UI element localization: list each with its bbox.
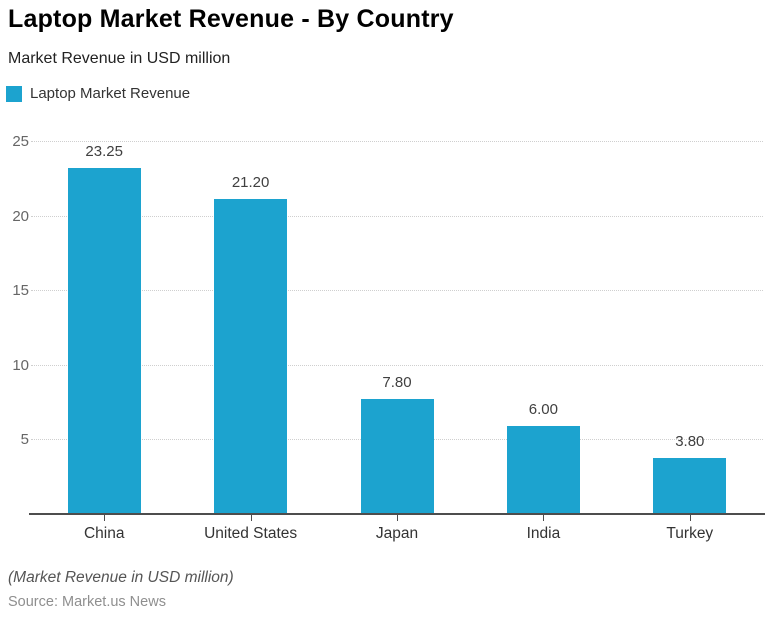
x-axis-tick bbox=[104, 515, 106, 521]
bar-turkey bbox=[653, 458, 727, 515]
x-axis-category-label: United States bbox=[204, 525, 298, 542]
bar-india bbox=[506, 425, 580, 515]
y-axis-tick-label: 5 bbox=[20, 431, 29, 449]
y-axis-tick-label: 25 bbox=[12, 133, 29, 150]
bar-japan bbox=[360, 398, 434, 515]
y-axis-tick-label: 15 bbox=[12, 282, 29, 300]
footer-source: Source: Market.us News bbox=[8, 594, 166, 610]
y-axis-tick-label: 10 bbox=[12, 356, 29, 374]
y-axis-tick-label: 20 bbox=[12, 207, 29, 225]
x-axis-tick bbox=[689, 515, 691, 521]
chart-title: Laptop Market Revenue - By Country bbox=[8, 5, 454, 33]
legend: Laptop Market Revenue bbox=[6, 85, 190, 102]
x-axis-category-label: China bbox=[83, 525, 125, 542]
gridline bbox=[31, 141, 763, 142]
gridline bbox=[31, 290, 763, 292]
bar-value-label: 21.20 bbox=[231, 173, 270, 191]
bar-value-label: 6.00 bbox=[528, 400, 558, 418]
gridline bbox=[31, 215, 763, 217]
legend-swatch-icon bbox=[6, 85, 22, 102]
bar-value-label: 23.25 bbox=[85, 143, 123, 161]
legend-label: Laptop Market Revenue bbox=[30, 85, 191, 102]
x-axis-tick bbox=[397, 515, 398, 521]
chart-subtitle: Market Revenue in USD million bbox=[8, 50, 231, 67]
x-axis-category-label: Japan bbox=[375, 525, 419, 542]
x-axis-category-label: India bbox=[526, 525, 561, 542]
footer-note: (Market Revenue in USD million) bbox=[8, 569, 234, 586]
x-axis-line bbox=[29, 513, 765, 515]
bar-value-label: 7.80 bbox=[382, 373, 412, 391]
bar-value-label: 3.80 bbox=[675, 433, 705, 451]
x-axis-category-label: Turkey bbox=[666, 525, 714, 542]
bar-united-states bbox=[214, 198, 288, 515]
x-axis-tick bbox=[250, 515, 252, 521]
gridline bbox=[31, 364, 763, 366]
bar-china bbox=[67, 168, 141, 515]
x-axis-tick bbox=[543, 515, 545, 521]
